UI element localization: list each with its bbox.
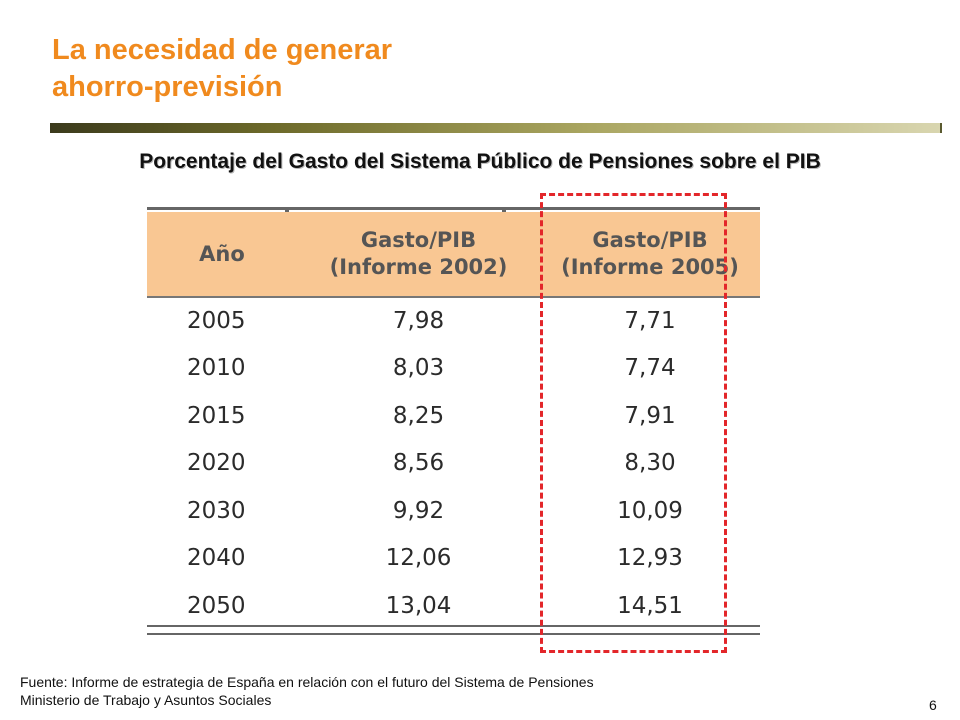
table-header-row: Año Gasto/PIB (Informe 2002) Gasto/PIB (In… xyxy=(147,212,760,298)
cell-gasto-2005: 8,30 xyxy=(624,450,676,477)
header-informe-2005: Gasto/PIB (Informe 2005) xyxy=(540,212,760,298)
cell-gasto-2005: 10,09 xyxy=(617,497,683,524)
source-line-2: Ministerio de Trabajo y Asuntos Sociales xyxy=(20,692,272,708)
highlight-dashed-box xyxy=(540,193,727,653)
table-bottom-double-rule xyxy=(147,625,760,635)
table-row: 2005 7,98 7,71 xyxy=(147,297,760,345)
cell-gasto-2002: 8,25 xyxy=(392,402,445,429)
header-informe-2002: Gasto/PIB (Informe 2002) xyxy=(297,212,540,298)
cell-gasto-2002: 13,04 xyxy=(385,592,452,619)
cell-gasto-2005: 14,51 xyxy=(617,592,683,619)
table-row: 2015 8,25 7,91 xyxy=(147,392,760,440)
table-row: 2010 8,03 7,74 xyxy=(147,345,760,393)
cell-year: 2040 xyxy=(187,545,246,572)
table-row: 2030 9,92 10,09 xyxy=(147,487,760,535)
cell-gasto-2005: 7,71 xyxy=(624,308,676,335)
source-line-1: Fuente: Informe de estrategia de España … xyxy=(20,674,594,690)
table-row: 2050 13,04 14,51 xyxy=(147,582,760,630)
title-divider-bar xyxy=(50,123,942,133)
slide-title: La necesidad de generar ahorro-previsión xyxy=(52,32,752,106)
slide-title-line-2: ahorro-previsión xyxy=(52,71,283,103)
source-footnote: Fuente: Informe de estrategia de España … xyxy=(20,673,594,709)
cell-gasto-2002: 8,03 xyxy=(392,355,445,382)
slide-title-line-1: La necesidad de generar xyxy=(52,34,393,66)
cell-gasto-2002: 7,98 xyxy=(392,308,445,335)
cell-year: 2005 xyxy=(187,308,246,335)
table-subtitle: Porcentaje del Gasto del Sistema Público… xyxy=(139,150,821,173)
table-row: 2020 8,56 8,30 xyxy=(147,440,760,488)
cell-gasto-2002: 9,92 xyxy=(392,497,445,524)
cell-year: 2030 xyxy=(187,497,246,524)
page-number: 6 xyxy=(929,697,937,713)
cell-gasto-2005: 12,93 xyxy=(617,545,683,572)
header-year: Año xyxy=(147,212,297,298)
cell-gasto-2002: 8,56 xyxy=(392,450,445,477)
cell-gasto-2005: 7,91 xyxy=(624,402,676,429)
cell-gasto-2005: 7,74 xyxy=(624,355,676,382)
cell-year: 2010 xyxy=(187,355,246,382)
table-top-rule xyxy=(147,207,760,214)
cell-year: 2020 xyxy=(187,450,246,477)
cell-year: 2050 xyxy=(187,592,246,619)
table-row: 2040 12,06 12,93 xyxy=(147,535,760,583)
cell-year: 2015 xyxy=(187,402,246,429)
cell-gasto-2002: 12,06 xyxy=(385,545,452,572)
pension-expenditure-table: Año Gasto/PIB (Informe 2002) Gasto/PIB (In… xyxy=(147,212,760,630)
